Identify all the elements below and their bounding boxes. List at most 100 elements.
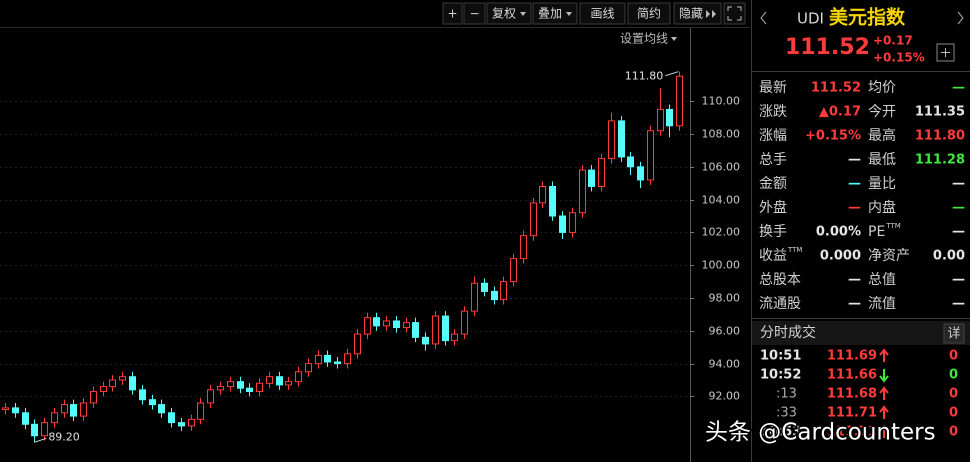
candle-body — [41, 422, 48, 437]
candle-body — [364, 317, 371, 335]
stat-label: 涨跌 — [759, 104, 787, 120]
trades-header-bg — [752, 321, 970, 345]
candle-body — [666, 108, 673, 127]
stat-label-sup: TTM — [885, 222, 900, 230]
candle-body — [217, 386, 224, 391]
toolbar-button-label: − — [469, 7, 479, 21]
add-watchlist-button[interactable] — [936, 43, 955, 62]
stat-value: — — [952, 177, 965, 192]
min-pointer — [34, 437, 47, 443]
candle-body — [237, 381, 244, 389]
trade-price: 111.66 — [827, 368, 877, 383]
next-icon[interactable] — [957, 11, 964, 25]
candle-body — [647, 130, 654, 181]
candle-body — [100, 386, 107, 392]
candle-body — [12, 407, 19, 414]
ma-setting[interactable]: 设置均线 — [620, 32, 668, 46]
stat-value: 111.35 — [915, 105, 965, 120]
stat-value: +0.15% — [805, 129, 861, 144]
candle-body — [80, 402, 87, 417]
trades-title: 分时成交 — [760, 324, 816, 341]
candle-body — [344, 353, 351, 365]
max-pointer — [665, 71, 679, 77]
trade-direction — [879, 348, 889, 362]
trade-time: :33 — [776, 406, 797, 421]
trade-time: 10:51 — [760, 349, 801, 364]
candle-body — [676, 75, 683, 127]
toolbar-button[interactable] — [463, 2, 486, 25]
candle-body — [383, 320, 390, 327]
candle-body — [520, 235, 527, 260]
prev-icon[interactable] — [760, 11, 767, 25]
detail-button[interactable] — [943, 323, 965, 344]
name: 美元指数 — [829, 6, 906, 29]
stat-value: 0.00 — [933, 249, 965, 264]
candle-body — [197, 402, 204, 420]
candle-body — [61, 404, 68, 414]
trade-price: 111.71 — [827, 406, 877, 421]
y-tick-label: 92.00 — [709, 390, 741, 403]
candle-body — [373, 317, 380, 327]
dropdown-icon — [671, 37, 677, 41]
candle-body — [31, 423, 38, 437]
stat-label: 流值 — [868, 296, 896, 312]
toolbar-button[interactable] — [627, 2, 671, 25]
candle-body — [481, 282, 488, 292]
candle-body — [530, 202, 537, 237]
trade-direction — [879, 405, 889, 419]
stat-value: — — [952, 273, 965, 288]
stat-label: PE — [868, 224, 885, 240]
stat-label: 金额 — [759, 176, 787, 192]
stat-value: — — [848, 153, 861, 168]
toolbar-button[interactable] — [673, 2, 722, 25]
trade-volume: 0 — [949, 406, 958, 421]
stat-label: 均价 — [868, 80, 896, 96]
stat-value: ▲0.17 — [819, 105, 861, 120]
max-label: 111.80 — [625, 70, 664, 83]
stat-label: 涨幅 — [759, 128, 787, 144]
toolbar-button-label: 简约 — [637, 6, 661, 21]
candle-body — [403, 322, 410, 329]
toolbar-button[interactable] — [486, 2, 532, 25]
stat-value: — — [952, 297, 965, 312]
stat-label: 外盘 — [759, 199, 787, 216]
toolbar-button[interactable] — [532, 2, 578, 25]
candle-body — [608, 120, 615, 160]
price: 111.52 — [785, 35, 870, 60]
candle-body — [412, 322, 419, 338]
trade-volume: 0 — [949, 368, 958, 383]
y-tick-label: 100.00 — [702, 259, 741, 272]
toolbar-button-label: 叠加 — [538, 7, 562, 21]
y-tick-label: 110.00 — [702, 95, 741, 108]
toolbar-button[interactable] — [442, 2, 463, 25]
candle-body — [510, 258, 517, 283]
toolbar-button-label: 画线 — [590, 7, 614, 21]
candle-body — [109, 379, 116, 388]
candle-body — [246, 387, 253, 392]
candle-body — [70, 404, 77, 417]
candle-body — [139, 389, 146, 401]
add-icon — [941, 48, 950, 57]
stat-label-sup: TTM — [787, 246, 802, 254]
stat-label: 总手 — [759, 152, 787, 168]
stat-label: 收益 — [759, 248, 787, 264]
candle-body — [22, 412, 29, 425]
toolbar-button[interactable] — [579, 2, 626, 25]
candle-body — [256, 382, 263, 392]
fullscreen-button[interactable] — [723, 2, 746, 25]
candle-body — [354, 333, 361, 355]
watermark: 头条 @Cardcounters — [705, 420, 936, 446]
candle-body — [207, 389, 214, 404]
candle-body — [158, 404, 165, 414]
candle-body — [627, 156, 634, 168]
stat-label: 量比 — [868, 176, 896, 192]
toolbar-button-label: 复权 — [492, 7, 516, 21]
candle-body — [471, 282, 478, 312]
stat-value: 111.80 — [915, 129, 965, 144]
y-tick-label: 94.00 — [709, 358, 741, 371]
dropdown-icon — [566, 12, 572, 16]
candle-body — [168, 412, 175, 424]
candle-body — [588, 169, 595, 187]
toolbar-button-label: + — [447, 7, 457, 21]
